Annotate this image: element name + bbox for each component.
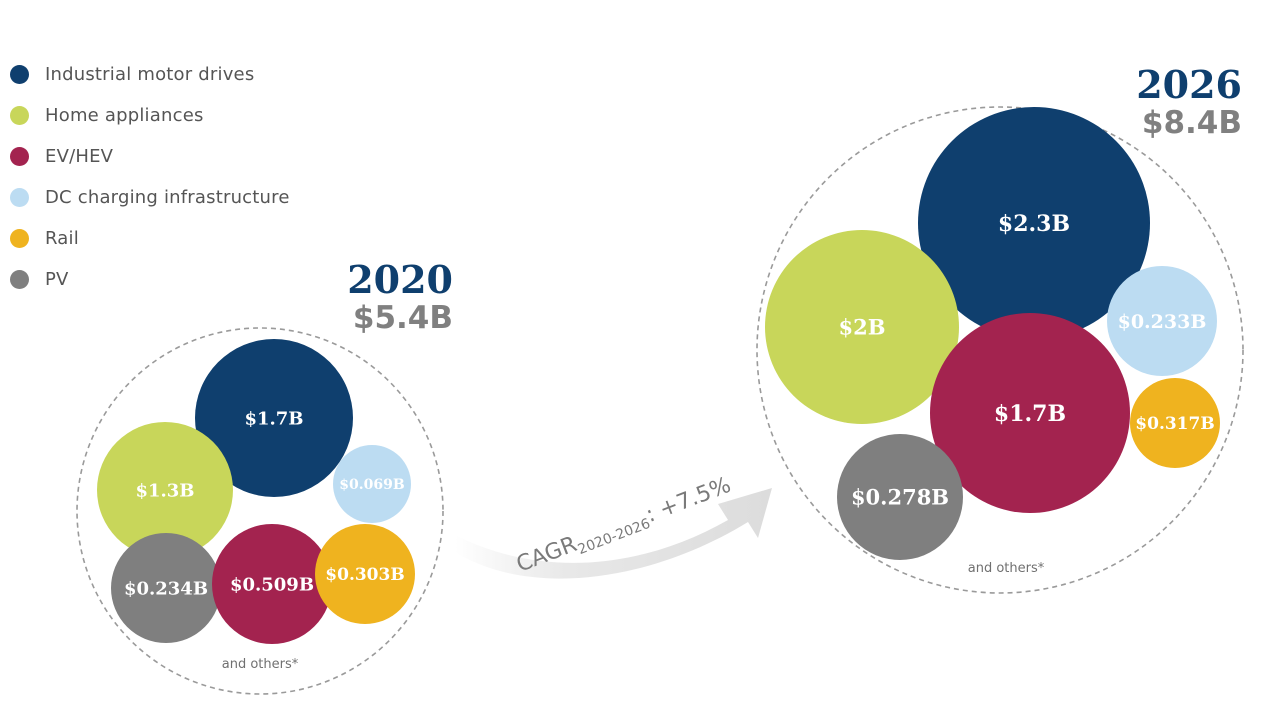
bubble-home-appliances	[765, 230, 959, 424]
legend-swatch	[10, 269, 29, 289]
bubble-dc-charging-infrastructure	[1107, 266, 1217, 376]
bubble-label-home-appliances: $1.3B	[135, 480, 194, 501]
group-2020: 2020 $5.4B and others* $1.7B $1.3B $0.069B…	[76, 257, 453, 695]
legend-item-pv: PV	[10, 268, 330, 290]
growth-arrow	[455, 488, 772, 579]
bubble-label-industrial-motor-drives: $1.7B	[244, 408, 303, 429]
group-2026: 2026 $8.4B and others* $2.3B $2B $0.233B $1…	[756, 62, 1244, 594]
bubble-label-dc-charging-infrastructure: $0.069B	[339, 477, 405, 493]
bubble-dc-charging-infrastructure	[333, 445, 411, 523]
group-boundary	[756, 106, 1244, 594]
bubble-label-rail: $0.317B	[1135, 414, 1214, 434]
bubble-label-home-appliances: $2B	[839, 315, 886, 340]
bubble-pv	[837, 434, 963, 560]
legend-swatch	[10, 187, 29, 207]
bubble-home-appliances	[97, 422, 233, 558]
bubble-rail	[1130, 378, 1220, 468]
bubble-label-ev-hev: $1.7B	[994, 401, 1066, 427]
cagr-period: 2020-2026	[576, 516, 653, 558]
others-note: and others*	[222, 657, 299, 672]
legend-label: PV	[45, 268, 69, 290]
group-total: $8.4B	[1142, 105, 1242, 141]
bubble-label-pv: $0.278B	[851, 485, 949, 510]
bubble-industrial-motor-drives	[918, 107, 1150, 339]
legend-item-home-appliances: Home appliances	[10, 104, 330, 126]
bubble-rail	[315, 524, 415, 624]
bubble-label-rail: $0.303B	[325, 565, 404, 585]
group-total: $5.4B	[353, 300, 453, 336]
legend-label: Rail	[45, 227, 79, 249]
bubble-label-pv: $0.234B	[124, 578, 208, 599]
legend-item-ev-hev: EV/HEV	[10, 145, 330, 167]
bubbles: $2.3B $2B $0.233B $1.7B $0.317B $0.278B	[765, 107, 1220, 560]
legend-swatch	[10, 146, 29, 166]
legend-label: DC charging infrastructure	[45, 186, 290, 208]
cagr-value: : +7.5%	[643, 473, 735, 528]
legend-label: Home appliances	[45, 104, 204, 126]
bubble-label-dc-charging-infrastructure: $0.233B	[1118, 311, 1207, 333]
legend-item-rail: Rail	[10, 227, 330, 249]
legend: Industrial motor drives Home appliances …	[10, 64, 330, 310]
bubbles: $1.7B $1.3B $0.069B $0.234B $0.509B $0.303B	[97, 339, 415, 644]
legend-label: Industrial motor drives	[45, 63, 255, 85]
bubble-pv	[111, 533, 221, 643]
bubble-ev-hev	[212, 524, 332, 644]
legend-label: EV/HEV	[45, 145, 114, 167]
bubble-industrial-motor-drives	[195, 339, 353, 497]
group-year: 2020	[347, 257, 453, 302]
bubble-ev-hev	[930, 313, 1130, 513]
legend-item-dc-charging: DC charging infrastructure	[10, 186, 330, 208]
group-year: 2026	[1136, 62, 1242, 107]
bubble-label-ev-hev: $0.509B	[230, 574, 314, 595]
legend-item-industrial-motor-drives: Industrial motor drives	[10, 63, 330, 85]
bubble-label-industrial-motor-drives: $2.3B	[998, 211, 1070, 237]
others-note: and others*	[968, 561, 1045, 576]
legend-swatch	[10, 228, 29, 248]
legend-swatch	[10, 105, 29, 125]
group-boundary	[76, 327, 444, 695]
legend-swatch	[10, 64, 29, 84]
